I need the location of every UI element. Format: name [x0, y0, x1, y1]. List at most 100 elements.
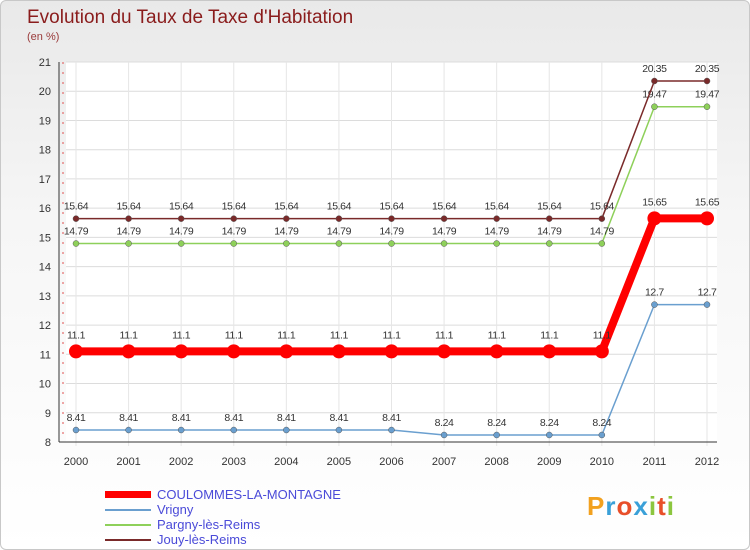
data-label: 15.64 [485, 201, 510, 213]
data-point [598, 215, 606, 222]
data-label: 14.79 [274, 226, 299, 238]
data-label: 15.64 [432, 201, 457, 213]
data-point [283, 215, 290, 222]
legend-swatch [105, 523, 151, 526]
data-point [651, 77, 658, 85]
data-label: 14.79 [222, 226, 247, 238]
y-tick-label: 14 [39, 262, 51, 274]
data-point [437, 344, 452, 359]
data-label: 20.35 [642, 63, 667, 75]
y-tick-label: 13 [39, 291, 51, 303]
data-label: 11.1 [225, 329, 244, 341]
y-tick-label: 10 [39, 379, 51, 391]
legend-swatch [105, 508, 151, 511]
data-label: 8.24 [540, 417, 559, 429]
data-label: 11.1 [488, 329, 507, 341]
y-tick-label: 9 [45, 408, 51, 420]
data-label: 11.1 [120, 329, 139, 341]
data-label: 14.79 [432, 226, 457, 238]
data-label: 12.7 [698, 287, 717, 299]
data-point [174, 344, 189, 359]
data-label: 19.47 [695, 89, 720, 101]
y-tick-label: 18 [39, 145, 51, 157]
data-label: 14.79 [327, 226, 352, 238]
data-point [493, 431, 500, 439]
data-label: 14.79 [537, 226, 562, 238]
data-point [121, 344, 136, 359]
data-label: 14.79 [116, 226, 141, 238]
y-tick-label: 12 [39, 320, 51, 332]
data-point [594, 344, 609, 359]
data-label: 11.1 [67, 329, 86, 341]
data-label: 11.1 [277, 329, 296, 341]
data-point [125, 240, 132, 247]
data-point [700, 211, 714, 226]
y-tick-label: 20 [39, 86, 51, 98]
legend-label: Vrigny [157, 501, 194, 517]
y-tick-label: 8 [45, 437, 51, 449]
legend: COULOMMES-LA-MONTAGNE Vrigny Pargny-lès-… [105, 487, 341, 547]
data-label: 14.79 [64, 226, 89, 238]
x-tick-label: 2006 [379, 456, 403, 468]
x-tick-label: 2012 [695, 456, 719, 468]
legend-swatch [105, 491, 151, 498]
data-label: 15.64 [222, 201, 247, 213]
legend-item: Pargny-lès-Reims [105, 517, 341, 532]
data-point [72, 215, 80, 222]
data-point [177, 426, 185, 434]
data-point [335, 426, 343, 434]
data-label: 15.65 [695, 196, 720, 208]
data-point [546, 215, 553, 222]
data-point [388, 240, 395, 247]
x-tick-label: 2003 [222, 456, 246, 468]
logo-letter: o [616, 491, 634, 521]
x-tick-label: 2007 [432, 456, 456, 468]
x-tick-label: 2001 [116, 456, 140, 468]
chart-subtitle: (en %) [27, 31, 60, 43]
data-label: 11.1 [172, 329, 191, 341]
data-label: 11.1 [382, 329, 401, 341]
data-point [72, 426, 80, 434]
x-tick-label: 2009 [537, 456, 561, 468]
logo-letter: t [657, 491, 667, 521]
logo-letter: r [605, 491, 617, 521]
data-label: 11.1 [330, 329, 349, 341]
data-point [647, 211, 662, 226]
x-tick-label: 2008 [484, 456, 508, 468]
y-tick-label: 19 [39, 115, 51, 127]
y-tick-label: 11 [40, 349, 51, 361]
data-point [69, 344, 83, 359]
proxiti-logo: Proxiti [587, 491, 675, 522]
data-point [230, 240, 237, 247]
logo-letter: i [648, 491, 658, 521]
legend-label: Pargny-lès-Reims [157, 516, 261, 532]
data-point [493, 215, 500, 222]
data-label: 15.64 [590, 201, 615, 213]
data-point [226, 344, 241, 359]
data-point [542, 344, 557, 359]
data-point [177, 240, 185, 247]
data-label: 8.41 [172, 412, 191, 424]
data-label: 8.24 [435, 417, 454, 429]
legend-label: Jouy-lès-Reims [157, 531, 247, 547]
data-point [489, 344, 504, 359]
x-tick-label: 2005 [327, 456, 351, 468]
data-label: 8.24 [487, 417, 506, 429]
data-point [598, 240, 606, 247]
logo-letter: P [587, 491, 606, 521]
data-label: 20.35 [695, 63, 720, 75]
legend-item: Jouy-lès-Reims [105, 532, 341, 547]
data-label: 15.64 [379, 201, 404, 213]
data-point [335, 240, 343, 247]
data-label: 8.41 [224, 412, 243, 424]
data-label: 14.79 [485, 226, 510, 238]
logo-letter: x [633, 491, 649, 521]
data-label: 11.1 [540, 329, 559, 341]
legend-item: COULOMMES-LA-MONTAGNE [105, 487, 341, 502]
data-label: 11.1 [593, 329, 612, 341]
data-label: 11.1 [435, 329, 454, 341]
data-point [230, 215, 237, 222]
legend-item: Vrigny [105, 502, 341, 517]
